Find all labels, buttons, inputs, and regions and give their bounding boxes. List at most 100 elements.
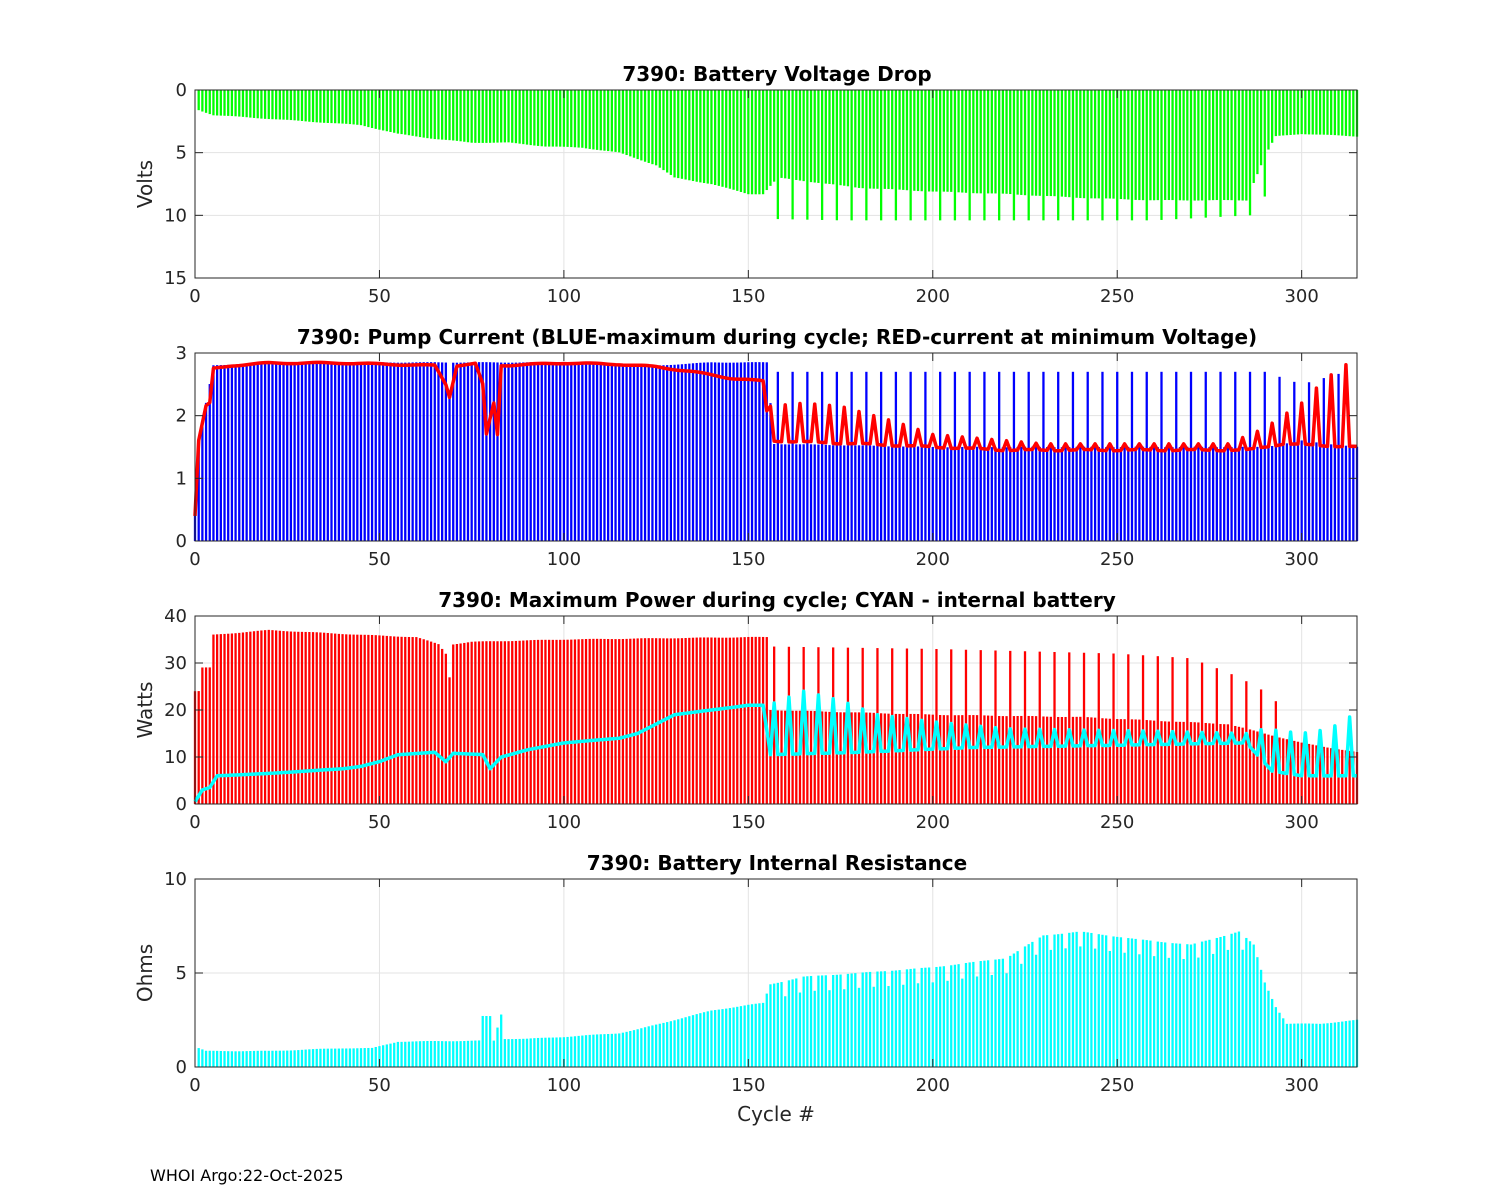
x-tick-label: 300 — [1284, 1075, 1318, 1096]
bar-3-9 — [227, 633, 230, 804]
bar-1-23 — [278, 90, 281, 120]
chart-panel-3: 0 50 100 150 200 250 300 0 10 20 30 40 7390: Maximum… — [133, 588, 1359, 833]
bar-4-161 — [787, 980, 791, 1067]
bar-2-242 — [1086, 371, 1089, 541]
bar-4-117 — [625, 1031, 628, 1067]
bar-1-117 — [625, 90, 628, 155]
bar-1-195 — [913, 90, 916, 191]
bar-2-56 — [400, 362, 403, 541]
bar-1-34 — [319, 90, 322, 123]
bar-3-152 — [754, 636, 757, 804]
bar-2-266 — [1175, 371, 1178, 541]
chart-title-3: 7390: Maximum Power during cycle; CYAN -… — [438, 588, 1116, 612]
bar-1-248 — [1108, 90, 1111, 199]
bar-3-33 — [315, 632, 318, 804]
bar-1-61 — [418, 90, 422, 138]
bar-1-245 — [1097, 90, 1100, 199]
bar-2-251 — [1119, 447, 1123, 541]
chart-panel-1: 0 50 100 150 200 250 300 0 5 10 15 7390: Battery Vo… — [133, 62, 1359, 307]
bar-3-88 — [518, 640, 521, 804]
bar-4-219 — [1001, 958, 1005, 1067]
bar-4-151 — [750, 1004, 754, 1067]
bar-4-124 — [651, 1025, 654, 1067]
bar-1-66 — [437, 90, 440, 140]
bar-2-205 — [950, 447, 953, 541]
bar-4-68 — [444, 1041, 447, 1067]
bar-2-66 — [437, 362, 440, 541]
bar-4-195 — [913, 968, 916, 1067]
bar-1-208 — [961, 90, 964, 193]
bar-4-42 — [348, 1048, 352, 1067]
bar-3-164 — [798, 710, 802, 804]
bar-3-214 — [983, 715, 986, 804]
bar-3-173 — [832, 647, 835, 804]
bar-2-171 — [824, 444, 827, 541]
bar-3-5 — [212, 634, 215, 804]
bar-1-122 — [643, 90, 647, 162]
bar-2-222 — [1012, 371, 1016, 541]
bar-4-87 — [514, 1039, 518, 1067]
bar-4-239 — [1075, 931, 1078, 1067]
bar-2-81 — [492, 362, 495, 541]
bar-1-87 — [514, 90, 518, 144]
bar-1-276 — [1211, 90, 1215, 201]
bar-1-149 — [743, 90, 746, 194]
bar-1-55 — [396, 90, 400, 134]
bar-1-253 — [1127, 90, 1130, 200]
bar-3-25 — [286, 631, 289, 804]
bar-1-203 — [942, 90, 945, 192]
bar-4-162 — [791, 979, 794, 1067]
bar-2-54 — [393, 362, 396, 541]
bar-3-103 — [573, 639, 577, 804]
bar-2-121 — [640, 364, 643, 541]
bar-4-186 — [879, 971, 883, 1067]
bar-4-225 — [1023, 946, 1027, 1067]
bar-1-112 — [607, 90, 610, 152]
bar-1-26 — [289, 90, 293, 121]
bar-3-24 — [282, 631, 285, 804]
bar-1-298 — [1293, 90, 1296, 135]
bar-4-148 — [739, 1006, 743, 1067]
bar-3-167 — [809, 710, 813, 804]
bar-4-125 — [654, 1024, 658, 1067]
bar-1-264 — [1167, 90, 1171, 201]
bar-1-49 — [374, 90, 377, 129]
bar-4-179 — [854, 973, 857, 1067]
bar-2-214 — [983, 371, 986, 541]
bar-2-223 — [1016, 446, 1019, 541]
bar-2-301 — [1304, 440, 1307, 541]
bar-1-113 — [610, 90, 613, 152]
x-tick-label: 100 — [547, 812, 581, 833]
bar-1-29 — [300, 90, 304, 121]
bar-1-273 — [1200, 90, 1204, 201]
bar-4-12 — [238, 1051, 241, 1067]
chart-title-4: 7390: Battery Internal Resistance — [587, 851, 967, 875]
bar-1-196 — [916, 90, 920, 192]
bar-4-145 — [728, 1008, 732, 1067]
bar-3-121 — [640, 638, 643, 804]
bar-2-286 — [1248, 371, 1252, 541]
bar-2-224 — [1020, 446, 1023, 541]
bar-3-44 — [356, 634, 359, 804]
bar-1-128 — [666, 90, 669, 173]
bar-1-17 — [256, 90, 259, 119]
bar-3-39 — [337, 633, 341, 804]
bar-2-287 — [1252, 446, 1255, 541]
bar-1-170 — [820, 90, 824, 220]
bar-3-163 — [795, 710, 798, 804]
bar-3-230 — [1042, 716, 1045, 804]
x-tick-label: 0 — [189, 286, 200, 307]
bar-4-32 — [311, 1049, 315, 1067]
bar-4-216 — [990, 974, 993, 1067]
bar-2-277 — [1215, 447, 1218, 541]
bar-1-51 — [381, 90, 385, 131]
chart-panel-2: 0 50 100 150 200 250 300 0 1 2 3 7390: Pump Current… — [176, 325, 1359, 570]
bar-4-46 — [363, 1048, 366, 1067]
bar-3-27 — [293, 631, 296, 804]
bar-1-74 — [466, 90, 470, 143]
bar-1-147 — [736, 90, 739, 191]
bar-1-184 — [872, 90, 875, 189]
bar-2-98 — [555, 362, 558, 541]
bar-2-194 — [909, 371, 912, 541]
bar-2-176 — [843, 445, 846, 541]
